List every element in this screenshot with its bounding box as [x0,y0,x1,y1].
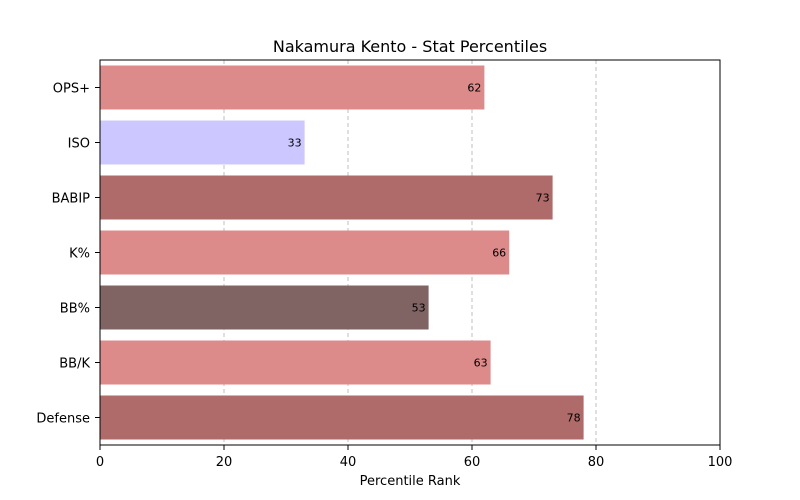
x-tick-label-3: 60 [464,455,481,470]
value-labels: 62 33 73 66 53 63 78 [288,82,581,425]
y-tick-label-3: K% [69,247,90,262]
y-tick-label-2: BABIP [52,192,91,207]
value-label-3: 66 [492,247,506,260]
value-label-1: 33 [288,137,302,150]
y-tick-label-1: ISO [68,137,90,152]
value-label-6: 78 [567,412,581,425]
x-tick-label-2: 40 [340,455,357,470]
x-axis-label: Percentile Rank [360,474,461,489]
bar-0 [100,65,485,110]
value-label-5: 63 [474,357,488,370]
x-tick-label-1: 20 [216,455,233,470]
bar-3 [100,230,510,275]
chart-title: Nakamura Kento - Stat Percentiles [273,37,547,56]
bar-1 [100,120,305,165]
x-axis-ticks: 0 20 40 60 80 100 [96,445,733,470]
bar-6 [100,395,584,440]
value-label-4: 53 [412,302,426,315]
x-tick-label-5: 100 [708,455,733,470]
bar-4 [100,285,429,330]
value-label-0: 62 [467,82,481,95]
x-tick-label-4: 80 [588,455,605,470]
bars [100,65,584,440]
bar-2 [100,175,553,220]
value-label-2: 73 [536,192,550,205]
bar-5 [100,340,491,385]
y-tick-label-6: Defense [36,412,90,427]
y-axis-ticks: OPS+ ISO BABIP K% BB% BB/K Defense [36,82,100,427]
x-tick-label-0: 0 [96,455,104,470]
y-tick-label-5: BB/K [59,357,90,372]
y-tick-label-4: BB% [60,302,90,317]
y-tick-label-0: OPS+ [53,82,90,97]
